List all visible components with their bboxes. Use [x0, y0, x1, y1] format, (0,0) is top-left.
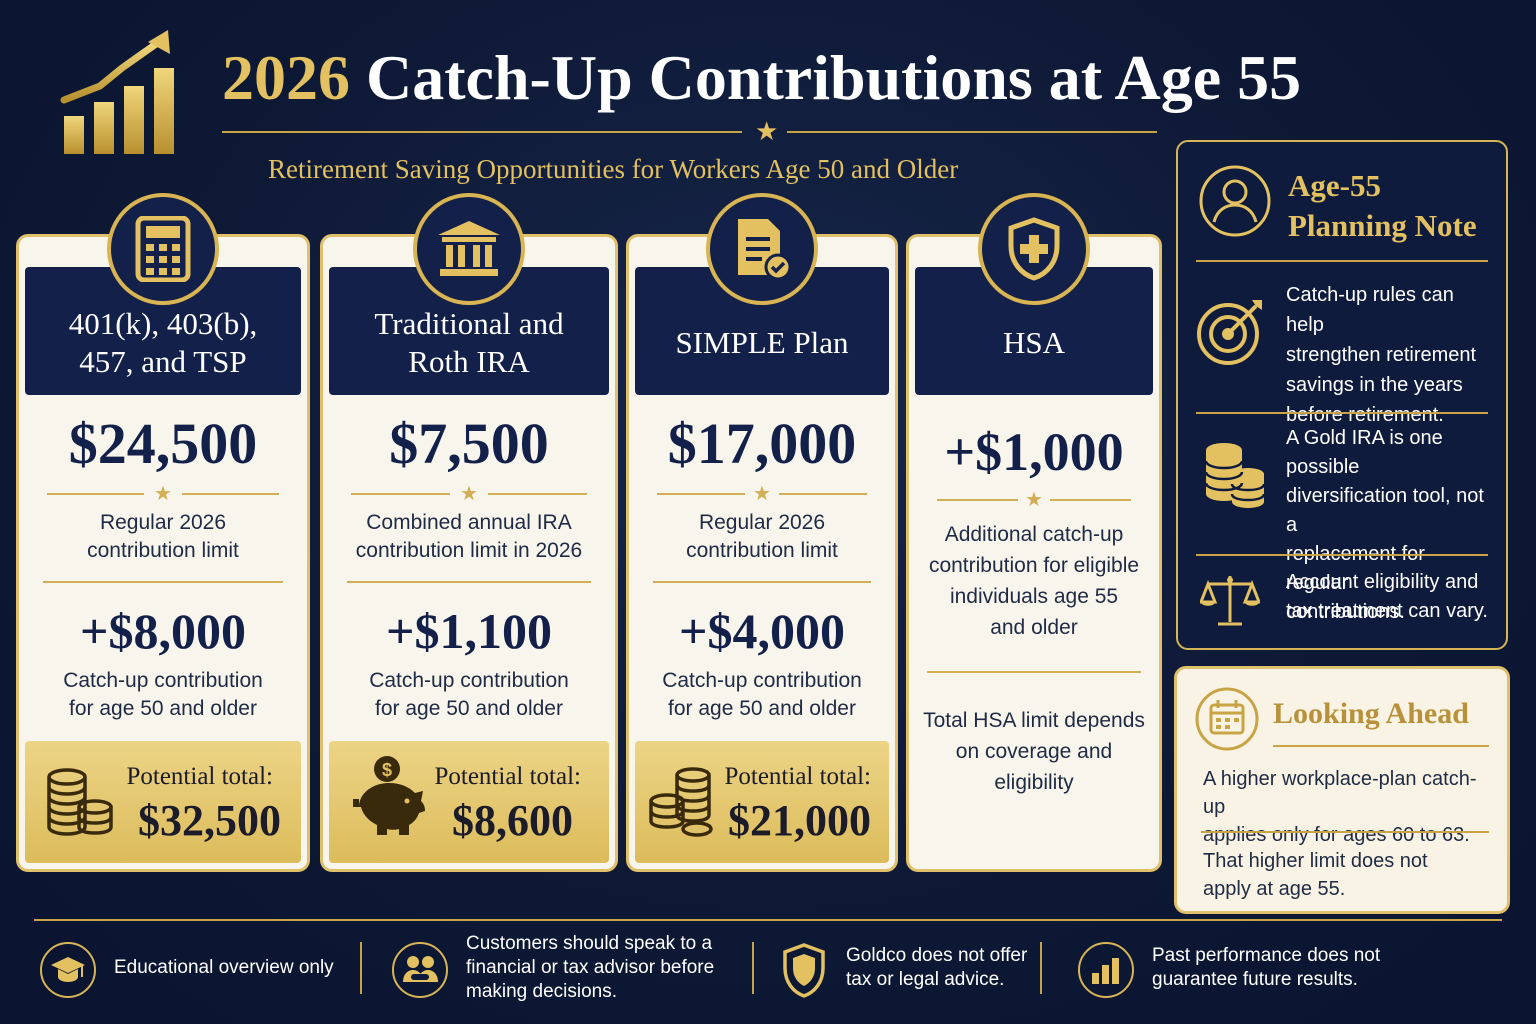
star-icon: ★: [755, 116, 779, 146]
piggy-bank-icon: $: [349, 753, 429, 844]
footer-separator: [752, 942, 754, 994]
title-year: 2026: [222, 42, 350, 113]
potential-total-box: $ Potential total: $8,600: [329, 741, 609, 863]
footer-separator: [1040, 942, 1042, 994]
footer-separator: [360, 942, 362, 994]
catchup-desc: Catch-up contribution for age 50 and olde…: [662, 669, 862, 720]
divider: [1201, 831, 1489, 833]
hsa-note: Total HSA limit depends on coverage and el…: [923, 709, 1145, 794]
potential-total-box: Potential total: $21,000: [635, 741, 889, 863]
calendar-icon: [1195, 687, 1259, 756]
note-text: Account eligibility and tax treatment can…: [1286, 571, 1488, 622]
total-label: Potential total:: [126, 763, 273, 790]
footer-item-advisor: Customers should speak to a financial or …: [392, 932, 732, 1008]
regular-limit-amount: $24,500: [68, 411, 258, 476]
page-title: 2026 Catch-Up Contributions at Age 55: [222, 40, 1382, 116]
divider: [653, 581, 871, 583]
star-divider: ★: [937, 489, 1131, 511]
divider: [927, 671, 1141, 673]
scales-icon: [1198, 572, 1262, 633]
shield-icon: [776, 942, 832, 998]
note-item: Catch-up rules can help strengthen retire…: [1196, 280, 1488, 426]
footer-text: Past performance does not guarantee futur…: [1152, 945, 1381, 990]
catchup-desc: Catch-up contribution for age 50 and olde…: [369, 669, 569, 720]
regular-limit-amount: $7,500: [389, 411, 549, 476]
total-label: Potential total:: [724, 763, 871, 790]
catchup-amount: +$1,100: [386, 603, 552, 659]
footer-divider: [34, 919, 1502, 921]
catchup-amount: +$1,000: [944, 422, 1124, 482]
star-divider: ★: [351, 483, 587, 505]
divider: [43, 581, 283, 583]
regular-limit-desc: Regular 2026 contribution limit: [87, 511, 239, 562]
advisor-people-icon: [392, 942, 448, 998]
looking-ahead-panel: Looking Ahead A higher workplace-plan ca…: [1174, 666, 1510, 914]
gold-coins-icon: [1202, 440, 1266, 517]
coin-stacks-icon: [45, 763, 115, 848]
footer-item-educational: Educational overview only: [40, 932, 340, 1008]
hsa-desc: Additional catch-up contribution for elig…: [928, 523, 1140, 639]
star-divider: ★: [657, 483, 867, 505]
total-value: $32,500: [138, 796, 281, 845]
planning-note-panel: Age-55 Planning Note Catch-up rules can h…: [1176, 140, 1508, 650]
subtitle: Retirement Saving Opportunities for Work…: [268, 154, 959, 184]
shield-cross-icon: [978, 193, 1090, 305]
card-ira: Traditional and Roth IRA $7,500 ★ Combine…: [320, 193, 618, 872]
divider: [1196, 412, 1488, 414]
catchup-amount: +$8,000: [80, 603, 246, 659]
footer-text: Goldco does not offer tax or legal advice…: [846, 945, 1028, 990]
total-value: $8,600: [452, 796, 573, 845]
footer-item-past-performance: Past performance does not guarantee futur…: [1078, 932, 1381, 1008]
regular-limit-desc: Regular 2026 contribution limit: [686, 511, 838, 562]
looking-ahead-title: Looking Ahead: [1273, 697, 1469, 730]
looking-ahead-text: A higher workplace-plan catch-up applies …: [1203, 768, 1477, 846]
person-icon: [1198, 164, 1272, 243]
card-401k: 401(k), 403(b), 457, and TSP $24,500 ★ Re…: [16, 193, 310, 872]
note-text: A Gold IRA is one possible diversificatio…: [1286, 427, 1484, 623]
graduation-cap-icon: [40, 942, 96, 998]
document-check-icon: [706, 193, 818, 305]
star-divider: ★: [47, 483, 279, 505]
title-divider: ★: [222, 118, 1157, 144]
footer-item-no-advice: Goldco does not offer tax or legal advice…: [776, 932, 1028, 1008]
rising-bar-chart-icon: [60, 28, 180, 158]
potential-total-box: Potential total: $32,500: [25, 741, 301, 863]
svg-text:$: $: [382, 760, 392, 780]
catchup-desc: Catch-up contribution for age 50 and olde…: [63, 669, 263, 720]
card-simple: SIMPLE Plan $17,000 ★ Regular 2026 contri…: [626, 193, 898, 872]
bank-building-icon: [413, 193, 525, 305]
coin-stacks-icon: [647, 763, 717, 848]
catchup-amount: +$4,000: [679, 603, 845, 659]
divider: [1196, 260, 1488, 262]
looking-ahead-text: That higher limit does not apply at age 5…: [1203, 850, 1428, 900]
divider: [1196, 554, 1488, 556]
note-item: A Gold IRA is one possible diversificatio…: [1196, 426, 1488, 623]
footer-text: Educational overview only: [114, 957, 334, 978]
note-item: Account eligibility and tax treatment can…: [1196, 570, 1488, 634]
total-label: Potential total:: [434, 763, 581, 790]
total-value: $21,000: [728, 796, 871, 845]
planning-note-title: Age-55 Planning Note: [1288, 168, 1477, 243]
regular-limit-amount: $17,000: [667, 411, 857, 476]
footer-text: Customers should speak to a financial or …: [466, 933, 715, 1002]
bar-chart-icon: [1078, 942, 1134, 998]
card-hsa: HSA +$1,000 ★ Additional catch-up contrib…: [906, 193, 1162, 872]
note-text: Catch-up rules can help strengthen retire…: [1286, 284, 1477, 426]
target-icon: [1196, 296, 1266, 371]
divider: [347, 581, 591, 583]
divider: [1273, 745, 1489, 747]
calculator-icon: [107, 193, 219, 305]
regular-limit-desc: Combined annual IRA contribution limit in…: [355, 511, 583, 562]
title-text: Catch-Up Contributions at Age 55: [350, 42, 1302, 113]
